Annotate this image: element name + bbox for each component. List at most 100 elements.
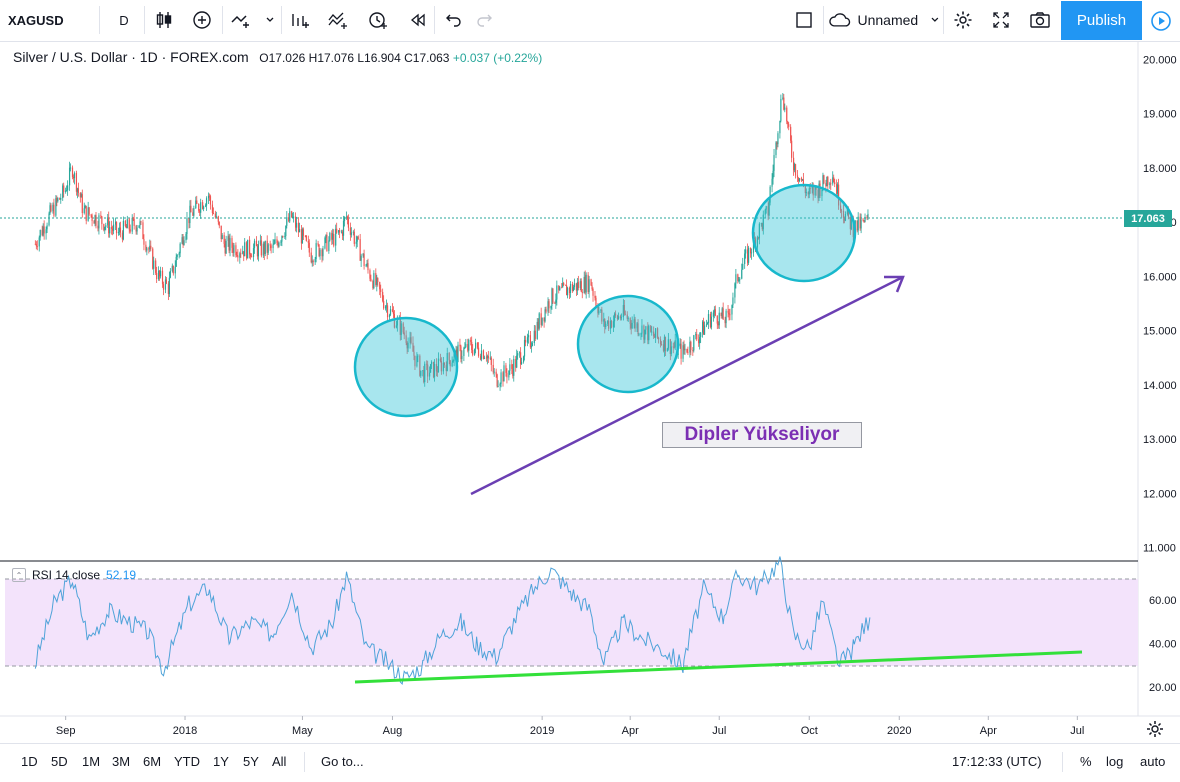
range-3m[interactable]: 3M (112, 754, 131, 769)
candle-body (700, 332, 702, 338)
time-tick-label: 2018 (173, 725, 197, 737)
compare-icon[interactable] (324, 6, 352, 34)
candle-body (693, 335, 695, 351)
candle-body (67, 185, 69, 191)
candle-body (863, 220, 865, 222)
settings-gear-icon[interactable] (948, 6, 978, 34)
cloud-icon (829, 13, 851, 27)
candle-body (341, 231, 344, 236)
candle-body (563, 283, 565, 285)
alert-icon[interactable] (364, 6, 392, 34)
candle-body (741, 269, 743, 279)
candle-body (298, 229, 301, 233)
collapse-icon[interactable]: ⌃ (12, 568, 26, 582)
auto-toggle[interactable]: auto (1140, 754, 1166, 769)
range-1y[interactable]: 1Y (213, 754, 229, 769)
rsi-label[interactable]: RSI 14 close (32, 568, 101, 582)
bottom-circle-3[interactable] (751, 183, 857, 283)
candle-body (423, 370, 425, 383)
range-all[interactable]: All (272, 754, 287, 769)
candle-body (100, 215, 102, 217)
candle-body (517, 353, 519, 356)
candle-body (375, 273, 377, 285)
candle-body (561, 287, 563, 289)
interval-button[interactable]: D (119, 12, 129, 28)
candle-body (512, 368, 514, 376)
range-1m[interactable]: 1M (82, 754, 101, 769)
templates-icon[interactable] (286, 6, 314, 34)
candle-body (388, 314, 391, 318)
candle-body (758, 223, 760, 239)
redo-icon[interactable] (470, 6, 498, 34)
range-1d[interactable]: 1D (21, 754, 38, 769)
candle-body (403, 332, 405, 336)
candle-body (442, 362, 444, 372)
candle-body (610, 320, 612, 329)
candle-body (293, 216, 295, 218)
candle-body (355, 241, 357, 244)
candles-icon[interactable] (150, 6, 178, 34)
bottom-circle-2[interactable] (576, 294, 680, 394)
rsi-trend-line[interactable] (354, 650, 1083, 684)
candle-body (233, 245, 235, 253)
axis-settings-icon[interactable] (1147, 721, 1163, 737)
candle-body (359, 239, 361, 261)
candle-body (826, 176, 828, 187)
toolbar-divider (281, 6, 282, 34)
candle-body (756, 237, 758, 248)
candle-body (761, 223, 763, 230)
candle-body (412, 342, 414, 352)
publish-button[interactable]: Publish (1061, 1, 1142, 40)
range-5d[interactable]: 5D (51, 754, 68, 769)
range-ytd[interactable]: YTD (174, 754, 200, 769)
indicators-icon[interactable] (226, 6, 256, 34)
candle-body (526, 337, 529, 343)
goto-button[interactable]: Go to... (321, 754, 364, 769)
candle-body (537, 321, 539, 329)
candle-body (767, 206, 769, 216)
candle-body (105, 225, 107, 227)
range-6m[interactable]: 6M (143, 754, 162, 769)
candle-body (386, 305, 389, 318)
play-icon[interactable] (1142, 1, 1180, 40)
replay-icon[interactable] (404, 6, 432, 34)
undo-icon[interactable] (440, 6, 468, 34)
candle-body (176, 255, 178, 257)
candle-body (604, 319, 606, 327)
annotation-label[interactable]: Dipler Yükseliyor (662, 422, 862, 448)
log-toggle[interactable]: log (1106, 754, 1124, 769)
symbol-search[interactable]: XAGUSD (8, 12, 64, 28)
candle-body (573, 283, 576, 288)
candle-body (867, 213, 869, 218)
chevron-down-icon[interactable] (262, 6, 278, 34)
candle-body (842, 211, 845, 218)
candle-body (650, 325, 652, 332)
candle-body (499, 383, 501, 386)
trend-arrow[interactable] (470, 275, 904, 496)
snapshot-camera-icon[interactable] (1024, 6, 1056, 34)
utc-clock[interactable]: 17:12:33 (UTC) (952, 754, 1042, 769)
candle-body (63, 185, 65, 192)
fullscreen-icon[interactable] (986, 6, 1016, 34)
candle-body (139, 221, 141, 226)
candle-body (739, 278, 741, 280)
candle-body (108, 217, 110, 234)
percent-toggle[interactable]: % (1080, 754, 1092, 769)
candle-body (91, 215, 93, 222)
symbol-description[interactable]: Silver / U.S. Dollar · 1D · FOREX.com (13, 49, 249, 65)
candle-body (145, 244, 147, 251)
candle-body (260, 240, 262, 256)
candle-body (277, 242, 279, 247)
save-layout-button[interactable]: Unnamed (828, 6, 940, 34)
layout-select-icon[interactable] (790, 6, 818, 34)
range-5y[interactable]: 5Y (243, 754, 259, 769)
candle-body (347, 218, 350, 228)
candle-body (41, 230, 43, 236)
candle-body (367, 263, 369, 271)
candle-body (360, 255, 362, 261)
compare-plus-icon[interactable] (188, 6, 216, 34)
bottom-circle-1[interactable] (353, 316, 459, 418)
candle-body (687, 352, 689, 354)
candle-body (707, 314, 710, 324)
